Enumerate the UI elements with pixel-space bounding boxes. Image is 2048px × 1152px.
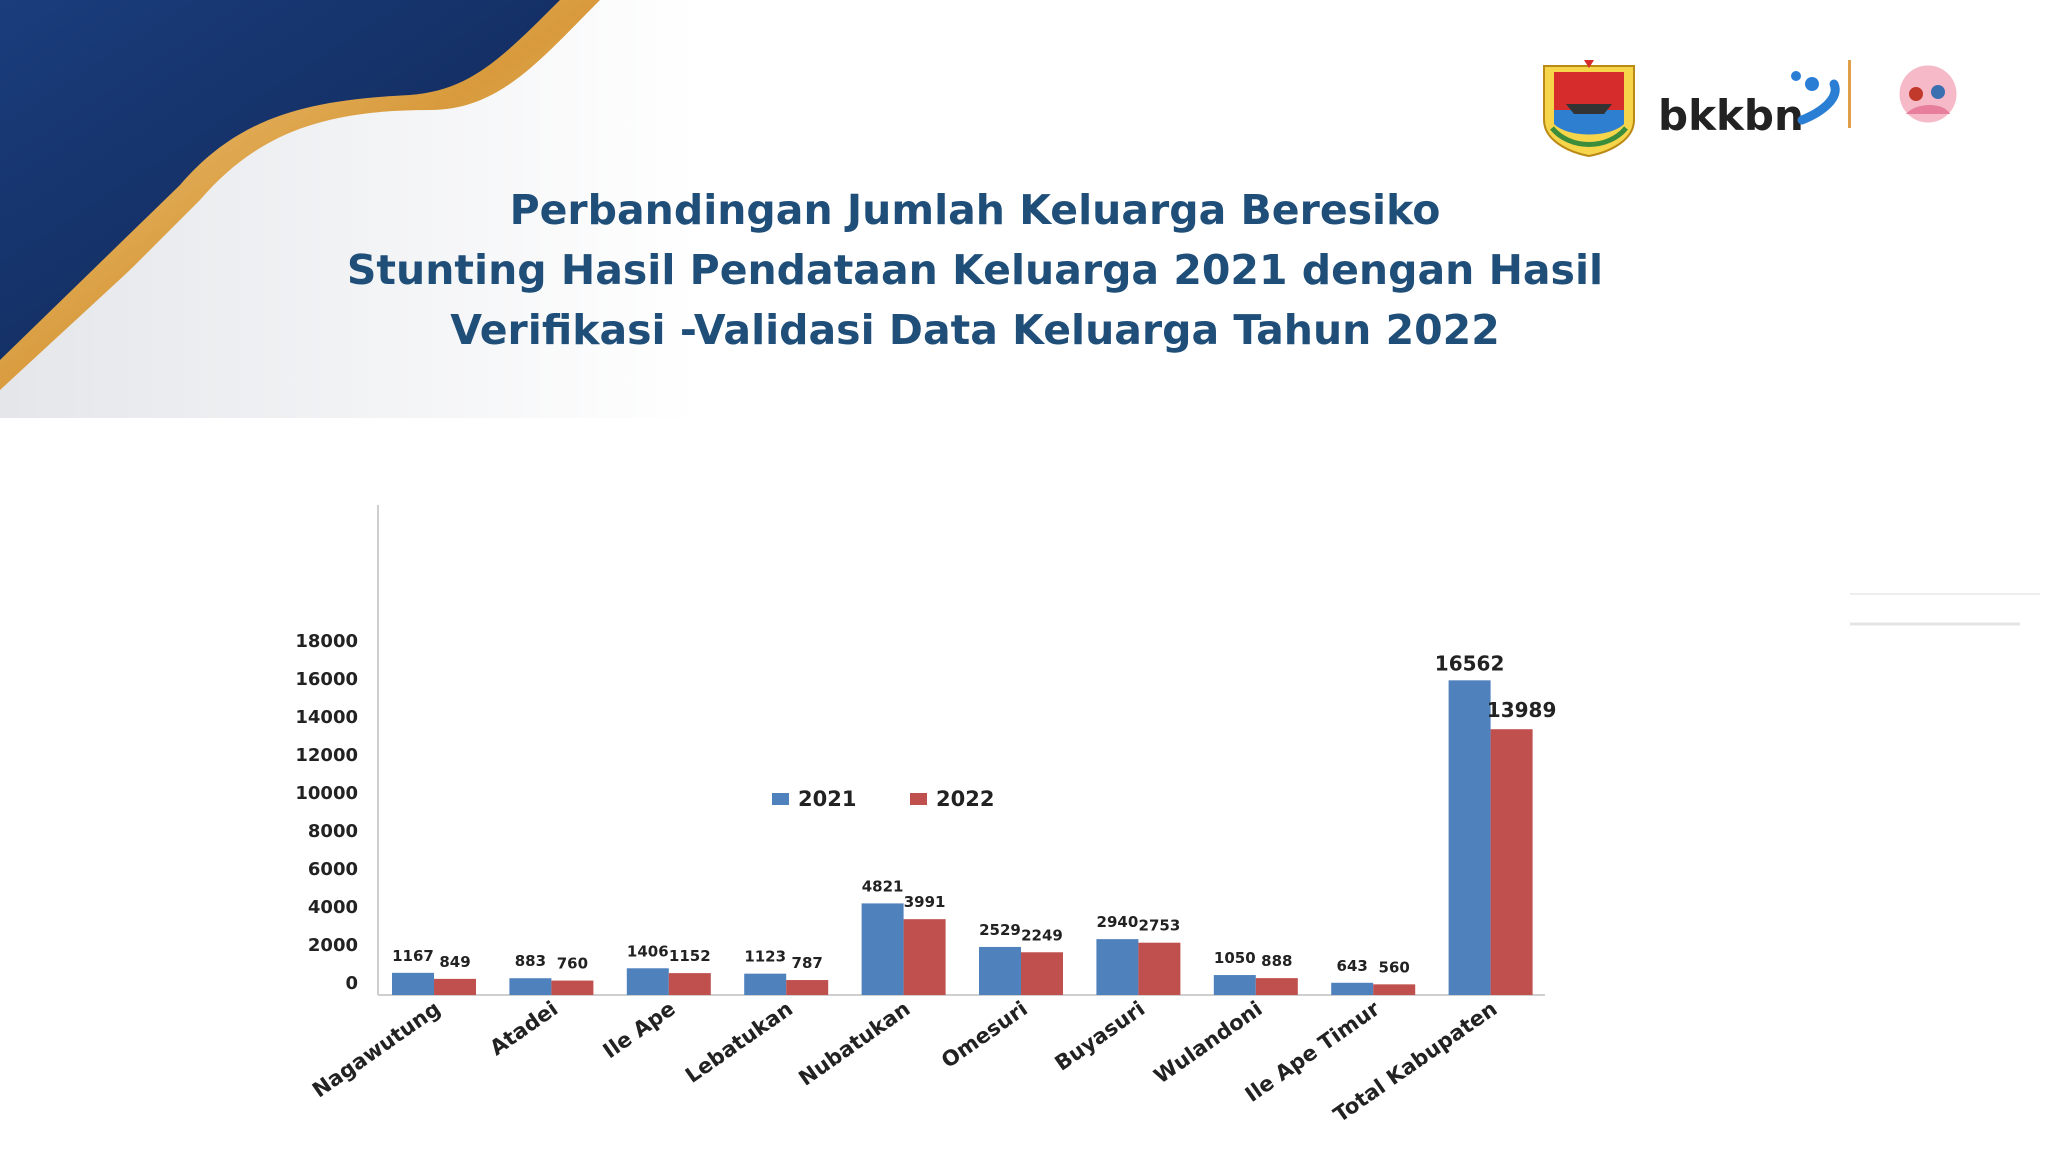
data-label-2021: 16562 bbox=[1435, 651, 1505, 675]
bar-2021 bbox=[392, 972, 434, 995]
data-label-2021: 883 bbox=[515, 952, 546, 970]
bkkbn-symbol bbox=[1791, 71, 1840, 125]
title-line-3: Verifikasi -Validasi Data Keluarga Tahun… bbox=[450, 306, 1500, 354]
data-label-2022: 849 bbox=[439, 953, 470, 971]
data-label-2021: 1050 bbox=[1214, 949, 1256, 967]
y-tick-label: 2000 bbox=[308, 935, 358, 956]
y-tick-label: 8000 bbox=[308, 821, 358, 842]
data-label-2022: 888 bbox=[1261, 952, 1292, 970]
title-line-1: Perbandingan Jumlah Keluarga Beresiko bbox=[509, 186, 1441, 234]
bar-2021 bbox=[1448, 680, 1491, 995]
legend-label-2021: 2021 bbox=[798, 787, 856, 811]
bar-2021 bbox=[509, 978, 552, 995]
bkkbn-wordmark: bkkbn bbox=[1658, 91, 1804, 140]
family-program-logo bbox=[1896, 62, 1960, 126]
data-label-2022: 2753 bbox=[1139, 917, 1181, 935]
slide-title: Perbandingan Jumlah Keluarga Beresiko St… bbox=[330, 180, 1620, 360]
legend-swatch-2021 bbox=[772, 793, 789, 805]
data-label-2021: 4821 bbox=[862, 877, 904, 895]
data-label-2022: 1152 bbox=[669, 947, 711, 965]
bar-2022 bbox=[668, 973, 711, 995]
bar-2021 bbox=[744, 973, 787, 995]
bar-2022 bbox=[786, 980, 829, 995]
data-label-2021: 1406 bbox=[627, 942, 669, 960]
regency-emblem bbox=[1543, 60, 1635, 158]
category-label: Ile Ape bbox=[599, 996, 680, 1063]
category-label: Nagawutung bbox=[308, 996, 445, 1102]
data-label-2021: 1123 bbox=[744, 948, 786, 966]
bar-2021 bbox=[1096, 939, 1139, 995]
data-label-2022: 560 bbox=[1379, 958, 1410, 976]
data-label-2022: 13989 bbox=[1487, 698, 1557, 722]
bar-2021 bbox=[626, 968, 669, 995]
category-label: Wulandoni bbox=[1150, 996, 1267, 1088]
data-label-2022: 760 bbox=[557, 955, 588, 973]
bar-2022 bbox=[1255, 978, 1298, 995]
bar-2021 bbox=[1213, 975, 1256, 995]
logo-divider bbox=[1848, 60, 1851, 128]
bar-2022 bbox=[1021, 952, 1063, 995]
bar-2022 bbox=[434, 978, 476, 995]
category-label: Nubatukan bbox=[794, 996, 914, 1090]
category-label: Buyasuri bbox=[1050, 996, 1149, 1075]
bar-2022 bbox=[551, 980, 594, 995]
legend-label-2022: 2022 bbox=[936, 787, 994, 811]
y-tick-label: 4000 bbox=[308, 897, 358, 918]
bar-2021 bbox=[979, 946, 1021, 995]
logo-group: bkkbn bbox=[1543, 60, 1960, 158]
y-tick-label: 0 bbox=[345, 973, 358, 994]
data-label-2022: 2249 bbox=[1021, 926, 1063, 944]
legend-swatch-2022 bbox=[910, 793, 927, 805]
y-tick-label: 10000 bbox=[295, 783, 358, 804]
y-tick-label: 14000 bbox=[295, 707, 358, 728]
bar-2022 bbox=[1138, 942, 1181, 995]
y-tick-label: 12000 bbox=[295, 745, 358, 766]
title-line-2: Stunting Hasil Pendataan Keluarga 2021 d… bbox=[346, 246, 1604, 294]
data-label-2021: 2529 bbox=[979, 921, 1021, 939]
category-label: Omesuri bbox=[937, 996, 1032, 1072]
bar-2022 bbox=[1490, 729, 1533, 995]
y-tick-label: 18000 bbox=[295, 631, 358, 652]
corner-decoration bbox=[0, 0, 700, 418]
data-label-2022: 787 bbox=[792, 954, 823, 972]
y-tick-label: 6000 bbox=[308, 859, 358, 880]
category-label: Lebatukan bbox=[681, 996, 797, 1087]
category-label: Atadei bbox=[485, 996, 562, 1060]
data-label-2021: 1167 bbox=[392, 947, 434, 965]
data-label-2021: 2940 bbox=[1097, 913, 1139, 931]
bar-2021 bbox=[1331, 982, 1374, 995]
y-tick-label: 16000 bbox=[295, 669, 358, 690]
data-label-2021: 643 bbox=[1337, 957, 1368, 975]
bar-2022 bbox=[1373, 984, 1416, 995]
bar-2022 bbox=[903, 919, 946, 995]
bar-2021 bbox=[861, 903, 904, 995]
data-label-2022: 3991 bbox=[904, 893, 946, 911]
